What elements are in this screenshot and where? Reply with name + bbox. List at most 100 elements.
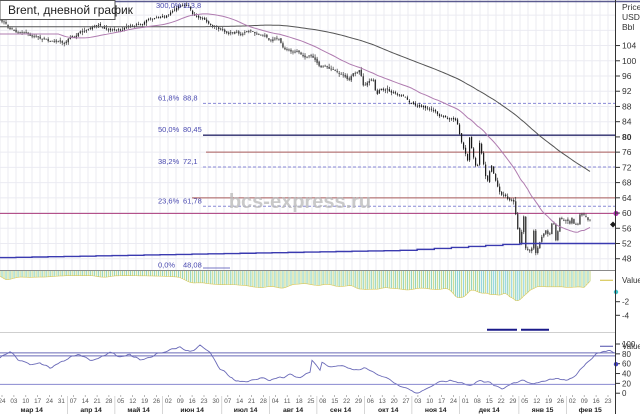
svg-text:Price: Price [622, 2, 640, 12]
svg-text:50,0%: 50,0% [158, 125, 180, 134]
svg-text:24: 24 [450, 398, 458, 405]
svg-text:12: 12 [129, 398, 137, 405]
svg-text:bcs-express.ru: bcs-express.ru [229, 191, 371, 213]
svg-text:23,6%: 23,6% [158, 196, 180, 205]
svg-text:88,8: 88,8 [183, 93, 198, 102]
svg-text:USD: USD [622, 12, 640, 22]
svg-text:-2: -2 [622, 298, 630, 307]
svg-text:61,8%: 61,8% [158, 93, 180, 102]
svg-text:96: 96 [622, 71, 632, 81]
svg-text:100: 100 [622, 56, 636, 66]
svg-text:сен 14: сен 14 [330, 407, 351, 414]
svg-text:25: 25 [307, 398, 315, 405]
svg-text:88: 88 [622, 101, 632, 111]
svg-text:июл 14: июл 14 [234, 407, 258, 414]
svg-text:76: 76 [622, 147, 632, 157]
svg-text:08: 08 [474, 398, 482, 405]
svg-text:10: 10 [426, 398, 434, 405]
svg-text:15: 15 [486, 398, 494, 405]
svg-text:30: 30 [212, 398, 220, 405]
svg-text:09: 09 [177, 398, 185, 405]
svg-text:17: 17 [34, 398, 42, 405]
svg-text:113,8: 113,8 [183, 1, 201, 10]
svg-text:06: 06 [367, 398, 375, 405]
svg-text:300,0%: 300,0% [156, 1, 182, 10]
svg-text:19: 19 [141, 398, 149, 405]
svg-text:май 14: май 14 [127, 406, 150, 414]
svg-text:68: 68 [622, 178, 632, 188]
svg-text:80,45: 80,45 [183, 125, 202, 134]
svg-text:27: 27 [402, 398, 410, 405]
svg-text:19: 19 [545, 398, 553, 405]
svg-text:13: 13 [379, 398, 387, 405]
svg-text:03: 03 [10, 398, 18, 405]
svg-text:60: 60 [622, 208, 632, 218]
svg-text:28: 28 [260, 398, 268, 405]
svg-text:авг 14: авг 14 [283, 407, 303, 414]
svg-text:09: 09 [581, 398, 589, 405]
svg-text:80: 80 [622, 132, 632, 142]
svg-text:22: 22 [498, 398, 506, 405]
svg-text:14: 14 [82, 398, 90, 405]
svg-text:84: 84 [622, 117, 632, 127]
svg-text:104: 104 [622, 41, 636, 51]
svg-text:29: 29 [509, 398, 517, 405]
svg-text:56: 56 [622, 223, 632, 233]
svg-text:16: 16 [593, 398, 601, 405]
svg-text:08: 08 [319, 398, 327, 405]
svg-text:60: 60 [622, 360, 631, 369]
svg-text:янв 15: янв 15 [532, 407, 554, 414]
svg-text:июн 14: июн 14 [180, 407, 204, 414]
svg-text:03: 03 [414, 398, 422, 405]
svg-text:12: 12 [533, 398, 541, 405]
svg-text:64: 64 [622, 193, 632, 203]
svg-text:Bbl: Bbl [622, 22, 634, 32]
svg-text:Brent, дневной график: Brent, дневной график [8, 3, 134, 17]
svg-text:21: 21 [94, 398, 102, 405]
svg-text:11: 11 [284, 398, 291, 405]
svg-text:0: 0 [622, 389, 627, 398]
svg-text:0,0%: 0,0% [158, 261, 175, 270]
svg-text:29: 29 [355, 398, 363, 405]
svg-text:мар 14: мар 14 [21, 407, 44, 414]
svg-text:02: 02 [165, 398, 173, 405]
svg-text:05: 05 [521, 398, 529, 405]
svg-text:16: 16 [189, 398, 197, 405]
svg-text:фев 15: фев 15 [579, 407, 602, 414]
svg-text:20: 20 [622, 379, 631, 388]
svg-text:23: 23 [200, 398, 208, 405]
svg-text:01: 01 [462, 398, 470, 405]
svg-text:10: 10 [22, 398, 30, 405]
svg-text:31: 31 [58, 398, 66, 405]
svg-text:окт 14: окт 14 [378, 407, 399, 414]
svg-text:04: 04 [272, 398, 280, 405]
svg-text:20: 20 [391, 398, 399, 405]
svg-text:ноя 14: ноя 14 [425, 407, 447, 414]
svg-text:48,08: 48,08 [183, 261, 202, 270]
svg-text:15: 15 [331, 398, 339, 405]
svg-text:17: 17 [438, 398, 446, 405]
svg-text:26: 26 [557, 398, 565, 405]
svg-text:02: 02 [569, 398, 577, 405]
svg-text:05: 05 [117, 398, 125, 405]
svg-text:Value: Value [622, 276, 640, 285]
svg-text:52: 52 [622, 239, 632, 249]
svg-text:26: 26 [153, 398, 161, 405]
svg-text:апр 14: апр 14 [80, 407, 102, 414]
svg-text:21: 21 [248, 398, 256, 405]
svg-text:38,2%: 38,2% [158, 157, 180, 166]
svg-text:07: 07 [70, 398, 78, 405]
svg-text:14: 14 [236, 398, 244, 405]
svg-text:-4: -4 [622, 311, 630, 320]
svg-text:40: 40 [622, 370, 631, 379]
svg-text:48: 48 [622, 254, 632, 264]
svg-text:18: 18 [296, 398, 304, 405]
svg-text:07: 07 [224, 398, 232, 405]
svg-text:дек 14: дек 14 [479, 407, 500, 414]
svg-text:72,1: 72,1 [183, 157, 198, 166]
svg-text:72: 72 [622, 162, 632, 172]
svg-text:28: 28 [105, 398, 113, 405]
svg-text:22: 22 [343, 398, 351, 405]
svg-text:92: 92 [622, 86, 632, 96]
svg-text:Value: Value [622, 342, 640, 351]
